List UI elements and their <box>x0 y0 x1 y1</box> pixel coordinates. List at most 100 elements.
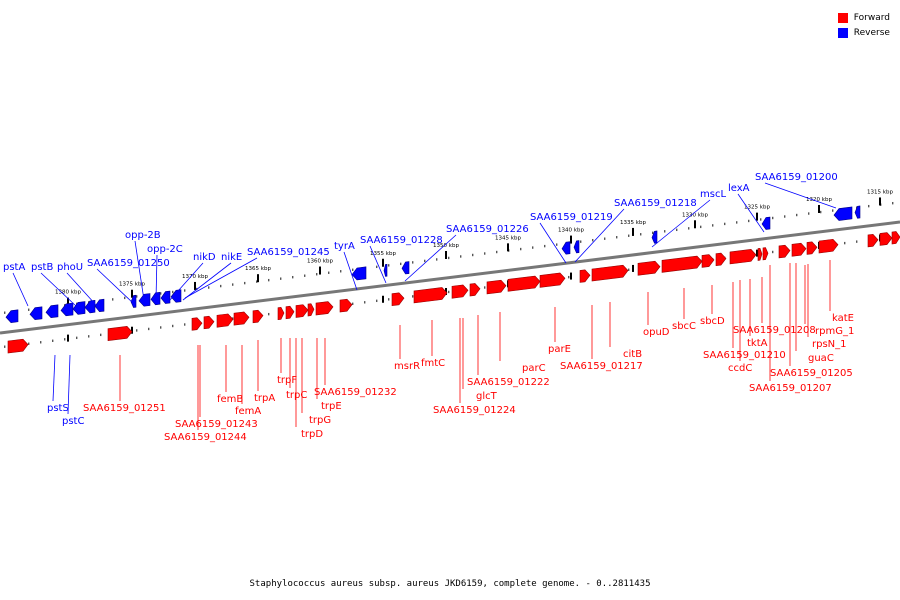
ruler-dot <box>700 225 702 229</box>
tick-label: 1350 kbp <box>433 243 459 249</box>
leader-line-reverse <box>737 193 765 233</box>
ruler-dot <box>520 247 522 251</box>
forward-gene-arrow <box>637 260 661 276</box>
tick-label: 1335 kbp <box>620 220 646 226</box>
forward-gene-arrow <box>791 242 807 257</box>
leader-line-reverse <box>369 245 387 284</box>
tick-label: 1325 kbp <box>744 205 770 211</box>
leader-line-reverse <box>184 257 258 299</box>
major-tick <box>445 250 447 259</box>
ruler-dot <box>772 250 774 254</box>
tick-label: 1380 kbp <box>55 290 81 296</box>
reverse-gene-arrow <box>561 241 571 255</box>
ruler-dot <box>160 292 162 295</box>
ruler-dot <box>484 286 486 289</box>
tick-label: 1315 kbp <box>867 189 893 195</box>
gene-label-reverse: pstC <box>62 416 84 427</box>
ruler-dot <box>688 227 690 230</box>
ruler-dot <box>4 311 6 314</box>
leader-line-reverse <box>40 272 77 307</box>
leader-line-reverse <box>96 268 134 304</box>
gene-label-reverse: opp-2C <box>147 244 183 255</box>
gene-label-forward: femA <box>235 406 261 417</box>
ruler-dot <box>280 277 282 280</box>
forward-gene-arrow <box>307 303 315 317</box>
forward-gene-arrow <box>339 298 353 313</box>
gene-label-forward: femB <box>217 394 243 405</box>
leader-line-reverse <box>169 262 204 301</box>
forward-gene-arrow <box>486 279 507 295</box>
leader-line-reverse <box>651 199 711 248</box>
ruler-dot <box>76 336 78 340</box>
ruler-dot <box>448 290 450 294</box>
ruler-dot <box>832 209 834 212</box>
reverse-gene-arrow <box>29 306 43 320</box>
legend-item-reverse: Reverse <box>837 25 890 40</box>
tick-label: 1375 kbp <box>119 282 145 288</box>
gene-label-reverse: SAA6159_01218 <box>614 198 697 209</box>
reverse-gene-arrow <box>170 289 182 303</box>
forward-gene-arrow <box>715 252 727 267</box>
gene-label-forward: SAA6159_01224 <box>433 405 516 416</box>
reverse-gene-arrow <box>150 291 161 306</box>
gene-label-forward: SAA6159_01222 <box>467 377 550 388</box>
ruler-dot <box>172 290 174 294</box>
ruler-dot <box>652 231 654 234</box>
reverse-gene-arrow <box>60 302 74 317</box>
tick-label: 1355 kbp <box>370 251 396 257</box>
forward-gene-arrow <box>879 232 893 246</box>
forward-gene-arrow <box>233 311 250 326</box>
major-tick <box>570 235 572 244</box>
leader-layer <box>12 182 837 430</box>
tick-label: 1370 kbp <box>182 274 208 280</box>
ruler-dot <box>484 252 486 255</box>
forward-gene-arrow <box>285 305 295 320</box>
gene-label-reverse: SAA6159_01228 <box>360 235 443 246</box>
ruler-dot <box>760 218 762 221</box>
major-tick-lower <box>382 295 384 303</box>
reverse-gene-arrow <box>94 298 105 313</box>
gene-label-forward: trpF <box>277 375 297 386</box>
ruler-dot <box>496 250 498 254</box>
forward-gene-arrow <box>701 254 715 268</box>
gene-label-reverse: SAA6159_01226 <box>446 224 529 235</box>
forward-gene-arrow <box>469 283 481 297</box>
leader-line-reverse <box>12 272 29 307</box>
ruler-dot <box>628 234 630 237</box>
ruler-dot <box>772 216 774 220</box>
ruler-dot <box>376 265 378 269</box>
ruler-dot <box>184 289 186 292</box>
major-tick <box>507 243 509 252</box>
gene-label-forward: trpD <box>301 429 323 440</box>
gene-label-reverse: pstB <box>31 262 53 273</box>
ruler-dot <box>40 341 42 344</box>
major-tick <box>879 197 881 206</box>
ruler-dot <box>28 342 30 345</box>
gene-label-forward: trpC <box>286 390 307 401</box>
ruler-dot <box>784 215 786 218</box>
ruler-dot <box>436 258 438 261</box>
ruler-dot <box>124 296 126 300</box>
reverse-gene-arrow <box>833 206 853 221</box>
gene-label-reverse: nikD <box>193 252 216 263</box>
reverse-gene-arrow <box>138 293 151 307</box>
gene-label-forward: sbcC <box>672 321 696 332</box>
ruler-dot <box>340 270 342 273</box>
leader-line-reverse <box>574 208 625 263</box>
leader-line-reverse <box>539 222 567 264</box>
reverse-gene-arrow <box>130 294 137 308</box>
gene-label-reverse: phoU <box>57 262 83 273</box>
reverse-gene-arrow <box>651 230 658 244</box>
ruler-dot <box>412 261 414 264</box>
forward-gene-arrow <box>413 287 448 304</box>
gene-label-reverse: SAA6159_01200 <box>755 172 838 183</box>
ruler-dot <box>664 230 666 233</box>
gene-label-reverse: pstA <box>3 262 25 273</box>
gene-label-reverse: tyrA <box>334 241 355 252</box>
forward-gene-arrow <box>507 275 541 292</box>
major-tick-lower <box>67 334 69 342</box>
major-tick <box>382 258 384 267</box>
ruler-dot <box>136 295 138 298</box>
ruler-dot <box>820 210 822 214</box>
ruler-dot <box>232 283 234 286</box>
